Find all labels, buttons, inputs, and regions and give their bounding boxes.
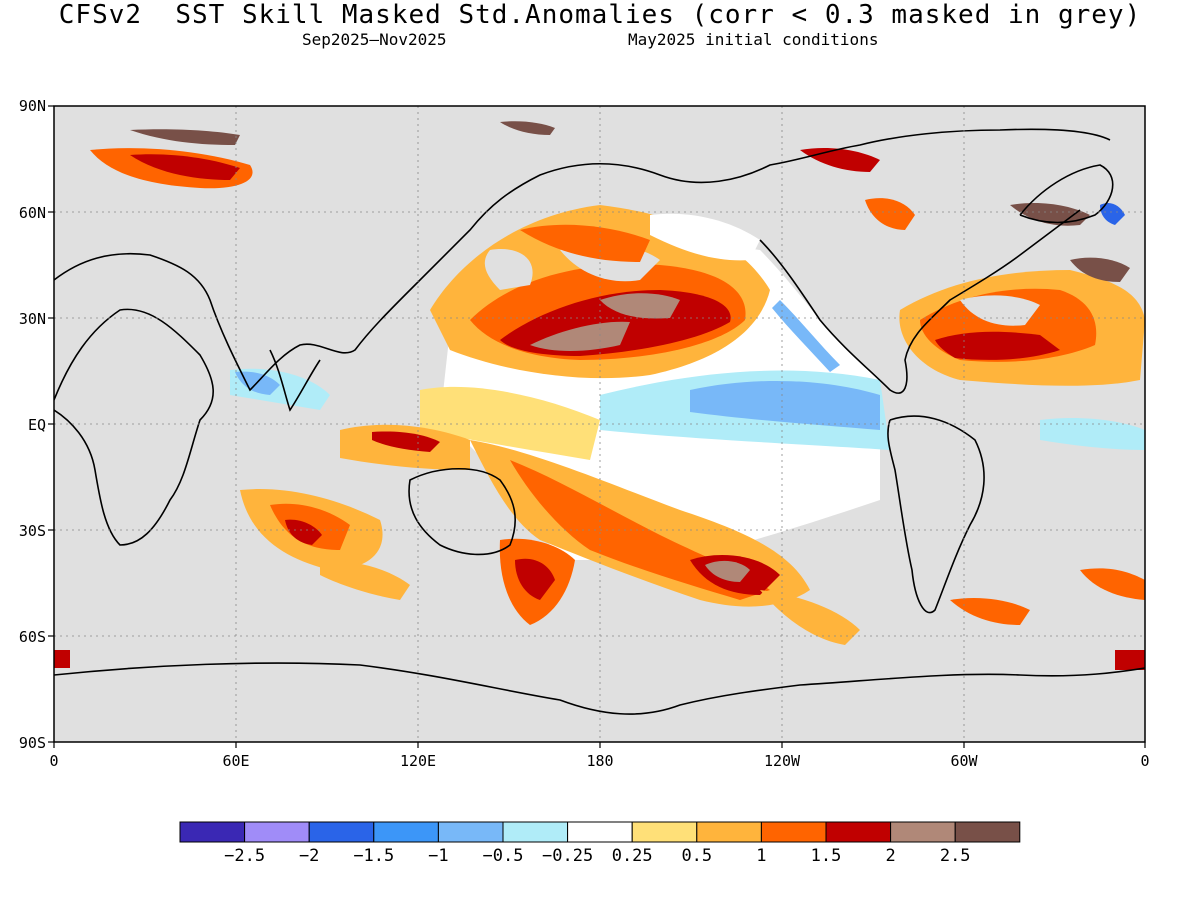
lon-label-180: 180: [586, 752, 614, 770]
west-pacific-warm-anomaly: [420, 386, 600, 460]
arctic-extreme-2: [500, 121, 555, 135]
colorbar-swatch: [954, 821, 1021, 843]
lat-label-30s: 30S: [18, 522, 46, 540]
lon-label-60w: 60W: [950, 752, 978, 770]
south-pacific-extreme: [705, 560, 750, 582]
colorbar-swatch: [437, 821, 504, 843]
colorbar-tick-label: −2.5: [224, 846, 266, 866]
colorbar-swatch: [631, 821, 698, 843]
atlantic-extreme-2: [1010, 203, 1090, 226]
tasman-strong: [515, 558, 555, 600]
colorbar-swatch: [696, 821, 762, 843]
lat-label-60n: 60N: [18, 204, 46, 222]
hudson-bay-warm: [865, 198, 915, 230]
west-coast-cool-strip: [772, 300, 840, 372]
initial-conditions: May2025 initial conditions: [628, 30, 879, 49]
lon-label-0-east: 0: [1140, 752, 1150, 770]
north-america-outline: [759, 209, 1081, 394]
colorbar: [179, 821, 1021, 843]
arctic-extreme: [130, 129, 240, 145]
antarctic-red-east: [1115, 650, 1145, 670]
south-indian-very-strong: [285, 519, 322, 545]
south-america-outline: [887, 415, 985, 614]
colorbar-tick-label: 0.5: [681, 846, 713, 866]
north-pacific-extreme-anomaly-2: [600, 293, 680, 319]
lat-label-eq: EQ: [27, 416, 46, 434]
lat-label-90n: 90N: [18, 97, 46, 115]
tropical-atlantic-cool: [1040, 418, 1145, 450]
axis-ticks: [48, 105, 1146, 748]
maritime-continent-strong: [372, 431, 440, 452]
lat-label-30n: 30N: [18, 310, 46, 328]
barents-strong: [130, 154, 240, 180]
colorbar-tick-label: −0.25: [542, 846, 594, 866]
coastlines: [54, 128, 1145, 715]
antarctica-outline: [54, 662, 1145, 715]
atlantic-cool-spot: [1100, 203, 1125, 225]
greenland-outline: [1019, 164, 1114, 224]
lon-label-120e: 120E: [399, 752, 437, 770]
colorbar-tick-label: 1: [756, 846, 767, 866]
bering-warm: [520, 224, 650, 262]
anomaly-field: [54, 121, 1145, 670]
lon-label-120w: 120W: [763, 752, 801, 770]
bering-white: [650, 213, 760, 261]
colorbar-swatch: [760, 821, 827, 843]
eurasia-outline: [54, 128, 1111, 392]
lon-label-0-west: 0: [49, 752, 59, 770]
antarctic-red-west: [54, 650, 70, 668]
colorbar-tick-label: −1: [428, 846, 449, 866]
colorbar-tick-label: 2.5: [939, 846, 971, 866]
africa-outline: [54, 308, 214, 546]
australia-outline: [408, 467, 516, 556]
colorbar-tick-label: 1.5: [810, 846, 842, 866]
southwest-pacific-warm: [760, 590, 860, 645]
colorbar-swatch: [244, 821, 310, 843]
colorbar-tick-label: 2: [885, 846, 896, 866]
colorbar-swatch: [308, 821, 375, 843]
lat-label-60s: 60S: [18, 628, 46, 646]
colorbar-swatch: [567, 821, 633, 843]
colorbar-tick-label: −1.5: [353, 846, 395, 866]
north-pacific-grey-hole-2: [484, 249, 533, 290]
north-atlantic-very-strong: [935, 331, 1060, 360]
colorbar-swatch: [502, 821, 569, 843]
chart-title: CFSv2 SST Skill Masked Std.Anomalies (co…: [58, 0, 1142, 30]
north-pacific-extreme-anomaly: [530, 321, 630, 352]
colorbar-tick-label: −0.5: [482, 846, 524, 866]
india-outline: [269, 349, 321, 412]
lat-label-90s: 90S: [18, 734, 46, 752]
forecast-period: Sep2025–Nov2025: [302, 30, 447, 49]
south-atlantic-warm-2: [1080, 568, 1145, 600]
lon-label-60e: 60E: [222, 752, 250, 770]
colorbar-tick-label: −2: [298, 846, 320, 866]
east-pacific-cool-core: [690, 380, 880, 430]
atlantic-extreme: [1070, 257, 1130, 282]
south-atlantic-warm: [950, 598, 1030, 625]
graticule: [54, 106, 1145, 742]
colorbar-swatch: [825, 821, 892, 843]
colorbar-swatch: [890, 821, 956, 843]
colorbar-tick-label: 0.25: [611, 846, 653, 866]
colorbar-swatch: [373, 821, 439, 843]
colorbar-swatch: [179, 821, 246, 843]
south-indian-warm-2: [320, 560, 410, 600]
